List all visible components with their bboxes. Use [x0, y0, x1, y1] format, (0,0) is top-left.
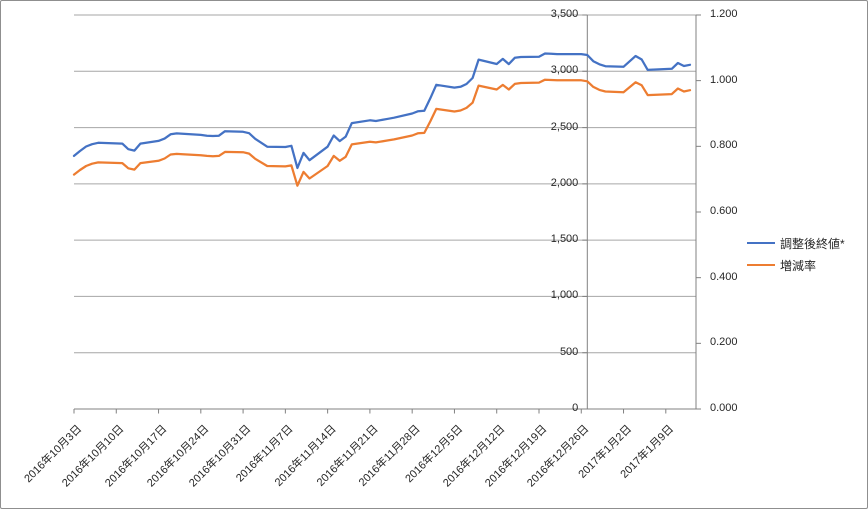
y-axis-label-left: 1,000	[550, 289, 579, 302]
y-axis-label-right: 1.000	[710, 73, 738, 86]
y-axis-label-right: 1.200	[710, 8, 738, 20]
y-axis-label-left: 2,500	[550, 120, 579, 133]
y-axis-label-right: 0.400	[710, 270, 738, 283]
legend-item-adjusted-close: 調整後終値*	[747, 235, 845, 251]
y-axis-label-left: 0	[572, 402, 579, 414]
legend-item-change-ratio: 増減率	[747, 257, 816, 273]
y-axis-label-left: 2,000	[550, 176, 579, 189]
adjusted-close-line	[72, 52, 692, 170]
y-axis-label-right: 0.800	[710, 139, 738, 152]
y-axis-label-left: 500	[559, 345, 579, 358]
legend-line-swatch-change-ratio	[747, 264, 775, 266]
change-ratio-line	[72, 78, 692, 187]
legend-label-change-ratio: 増減率	[780, 258, 817, 273]
y-axis-label-left: 1,500	[550, 233, 579, 246]
legend-label-adjusted-close: 調整後終値*	[780, 236, 845, 251]
y-axis-label-left: 3,000	[550, 64, 579, 77]
y-axis-label-right: 0.600	[710, 205, 738, 217]
legend-line-swatch-adjusted-close	[747, 242, 775, 244]
y-axis-label-left: 3,500	[550, 8, 579, 20]
y-axis-label-right: 0.200	[710, 336, 738, 349]
y-axis-label-right: 0.000	[710, 402, 738, 414]
